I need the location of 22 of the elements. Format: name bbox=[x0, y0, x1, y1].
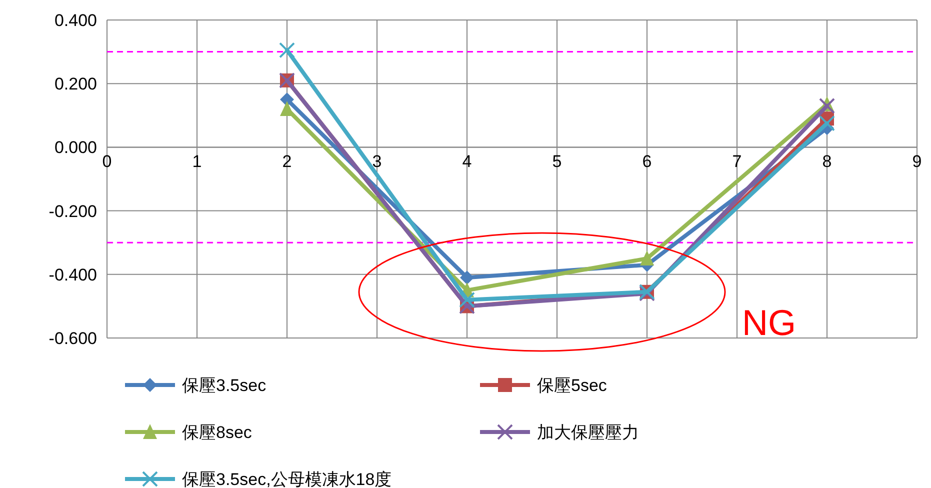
y-tick-label: -0.400 bbox=[48, 265, 97, 284]
annotation: NG bbox=[742, 302, 796, 343]
y-tick-label: -0.600 bbox=[48, 328, 97, 348]
y-tick-label: 0.200 bbox=[54, 74, 97, 94]
y-tick-label: -0.200 bbox=[48, 202, 97, 221]
legend-label: 加大保壓壓力 bbox=[537, 422, 639, 442]
x-tick-label: 5 bbox=[552, 152, 562, 172]
x-tick-label: 6 bbox=[642, 152, 652, 172]
legend-label: 保壓8sec bbox=[182, 422, 252, 442]
x-tick-label: 0 bbox=[102, 152, 112, 172]
legend-label: 保壓3.5sec bbox=[182, 376, 267, 395]
x-tick-label: 9 bbox=[912, 152, 922, 172]
legend-label: 保壓3.5sec,公母模凍水18度 bbox=[182, 470, 392, 488]
y-tick-label: 0.400 bbox=[54, 10, 97, 30]
x-tick-label: 3 bbox=[372, 152, 382, 172]
x-tick-label: 8 bbox=[822, 152, 832, 172]
x-tick-label: 4 bbox=[462, 152, 472, 172]
y-tick-label: 0.000 bbox=[54, 138, 97, 158]
x-tick-label: 7 bbox=[732, 152, 742, 172]
x-tick-label: 1 bbox=[192, 152, 202, 172]
x-tick-label: 2 bbox=[282, 152, 292, 172]
legend-label: 保壓5sec bbox=[537, 376, 608, 395]
